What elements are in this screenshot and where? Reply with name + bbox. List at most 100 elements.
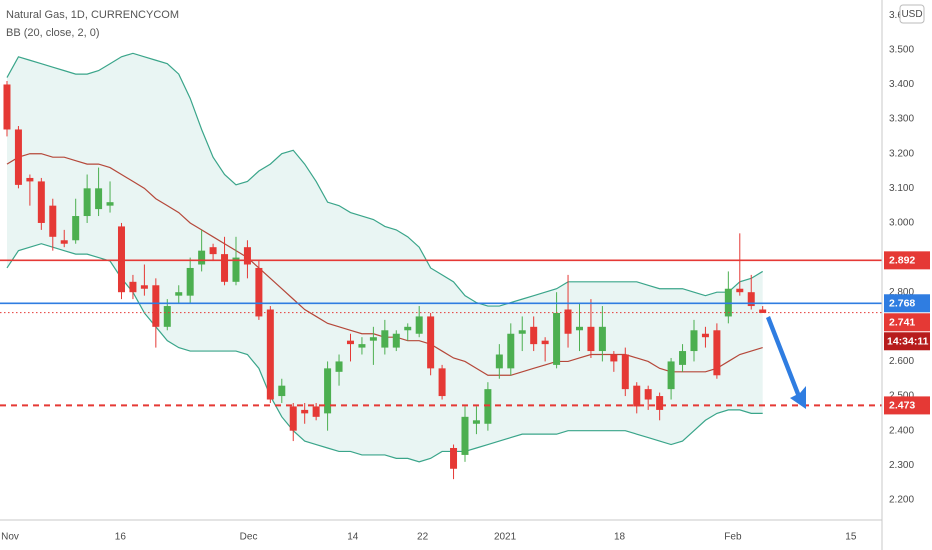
candle-body bbox=[587, 326, 595, 352]
candle-body bbox=[186, 267, 194, 296]
candle-body bbox=[289, 406, 297, 431]
candle-body bbox=[564, 309, 572, 334]
candle-body bbox=[278, 385, 286, 397]
y-tick-label: 3.200 bbox=[889, 148, 914, 159]
y-tick-label: 2.800 bbox=[889, 287, 914, 298]
candle-body bbox=[553, 312, 561, 365]
y-tick-label: 2.300 bbox=[889, 460, 914, 471]
candle-body bbox=[438, 368, 446, 397]
countdown-box bbox=[884, 332, 930, 351]
candle-body bbox=[701, 333, 709, 338]
plot-area bbox=[0, 52, 882, 480]
candle-body bbox=[713, 330, 721, 376]
candle-body bbox=[656, 396, 664, 410]
price-level-label: 2.768 bbox=[889, 298, 915, 310]
currency-button-label[interactable]: USD bbox=[901, 9, 922, 20]
candle-body bbox=[747, 292, 755, 307]
y-tick-label: 3.500 bbox=[889, 44, 914, 55]
candle-body bbox=[140, 285, 148, 289]
candle-body bbox=[369, 337, 377, 341]
price-level-label: 2.892 bbox=[889, 255, 915, 267]
bollinger-line bbox=[6, 52, 764, 307]
candle-body bbox=[301, 409, 309, 414]
candle-body bbox=[472, 420, 480, 424]
candle-body bbox=[736, 288, 744, 293]
candle-body bbox=[392, 333, 400, 348]
y-tick-label: 2.500 bbox=[889, 391, 914, 402]
candle-body bbox=[60, 240, 68, 244]
candle-body bbox=[243, 247, 251, 265]
candle-body bbox=[209, 247, 217, 255]
candle-body bbox=[175, 292, 183, 296]
candle-body bbox=[346, 340, 354, 345]
candle-body bbox=[427, 316, 435, 369]
candle-body bbox=[450, 447, 458, 469]
y-tick-label: 3.400 bbox=[889, 79, 914, 90]
price-level-box bbox=[884, 294, 930, 313]
candle-body bbox=[461, 416, 469, 455]
y-tick-label: 2.400 bbox=[889, 425, 914, 436]
countdown-label: 14:34:11 bbox=[887, 336, 929, 348]
x-tick-label: 22 bbox=[417, 532, 429, 543]
candle-body bbox=[152, 285, 160, 327]
candle-body bbox=[507, 333, 515, 369]
candle-body bbox=[667, 361, 675, 390]
candle-body bbox=[598, 326, 606, 352]
y-tick-label: 3.300 bbox=[889, 114, 914, 125]
candle-body bbox=[3, 84, 11, 130]
candle-body bbox=[633, 385, 641, 407]
x-tick-label: 15 bbox=[845, 532, 857, 543]
candle-body bbox=[266, 309, 274, 400]
candle-body bbox=[83, 188, 91, 217]
y-tick-label: 3.000 bbox=[889, 218, 914, 229]
candle-body bbox=[312, 406, 320, 417]
forecast-arrow bbox=[766, 316, 806, 409]
candle-body bbox=[95, 188, 103, 210]
candle-body bbox=[381, 330, 389, 348]
price-level-label: 2.473 bbox=[889, 400, 915, 412]
price-level-box bbox=[884, 251, 930, 270]
price-level-label: 2.741 bbox=[889, 317, 915, 329]
y-tick-label: 2.200 bbox=[889, 495, 914, 506]
candle-body bbox=[759, 309, 767, 313]
candle-body bbox=[690, 330, 698, 352]
chart-title: Natural Gas, 1D, CURRENCYCOM bbox=[6, 9, 179, 21]
price-level-box bbox=[884, 396, 930, 415]
x-tick-label: 18 bbox=[614, 532, 626, 543]
candle-body bbox=[106, 202, 114, 206]
candle-body bbox=[49, 205, 57, 237]
candle-body bbox=[335, 361, 343, 372]
candle-body bbox=[255, 267, 263, 317]
candle-body bbox=[232, 257, 240, 282]
candle-body bbox=[679, 351, 687, 365]
x-tick-label: Nov bbox=[1, 532, 19, 543]
candle-body bbox=[530, 326, 538, 345]
x-tick-label: 14 bbox=[347, 532, 359, 543]
candle-body bbox=[541, 340, 549, 345]
candle-body bbox=[26, 177, 34, 182]
x-tick-label: 16 bbox=[115, 532, 127, 543]
y-tick-label: 3.100 bbox=[889, 183, 914, 194]
x-tick-label: 2021 bbox=[494, 532, 517, 543]
candle-body bbox=[610, 354, 618, 362]
candle-body bbox=[644, 389, 652, 400]
candle-body bbox=[72, 216, 80, 241]
candle-body bbox=[14, 129, 22, 185]
candle-body bbox=[621, 354, 629, 390]
candle-body bbox=[484, 389, 492, 424]
candle-body bbox=[163, 306, 171, 327]
price-level-box bbox=[884, 313, 930, 332]
candle-body bbox=[129, 281, 137, 293]
indicator-label: BB (20, close, 2, 0) bbox=[6, 27, 100, 39]
y-tick-label: 2.600 bbox=[889, 356, 914, 367]
candle-body bbox=[117, 226, 125, 293]
x-tick-label: Dec bbox=[240, 532, 258, 543]
candle-body bbox=[37, 181, 45, 223]
candle-body bbox=[324, 368, 332, 414]
candle-body bbox=[495, 354, 503, 369]
candle-body bbox=[404, 326, 412, 331]
candle-body bbox=[575, 326, 583, 331]
currency-button[interactable] bbox=[899, 4, 925, 24]
candle-body bbox=[518, 330, 526, 334]
